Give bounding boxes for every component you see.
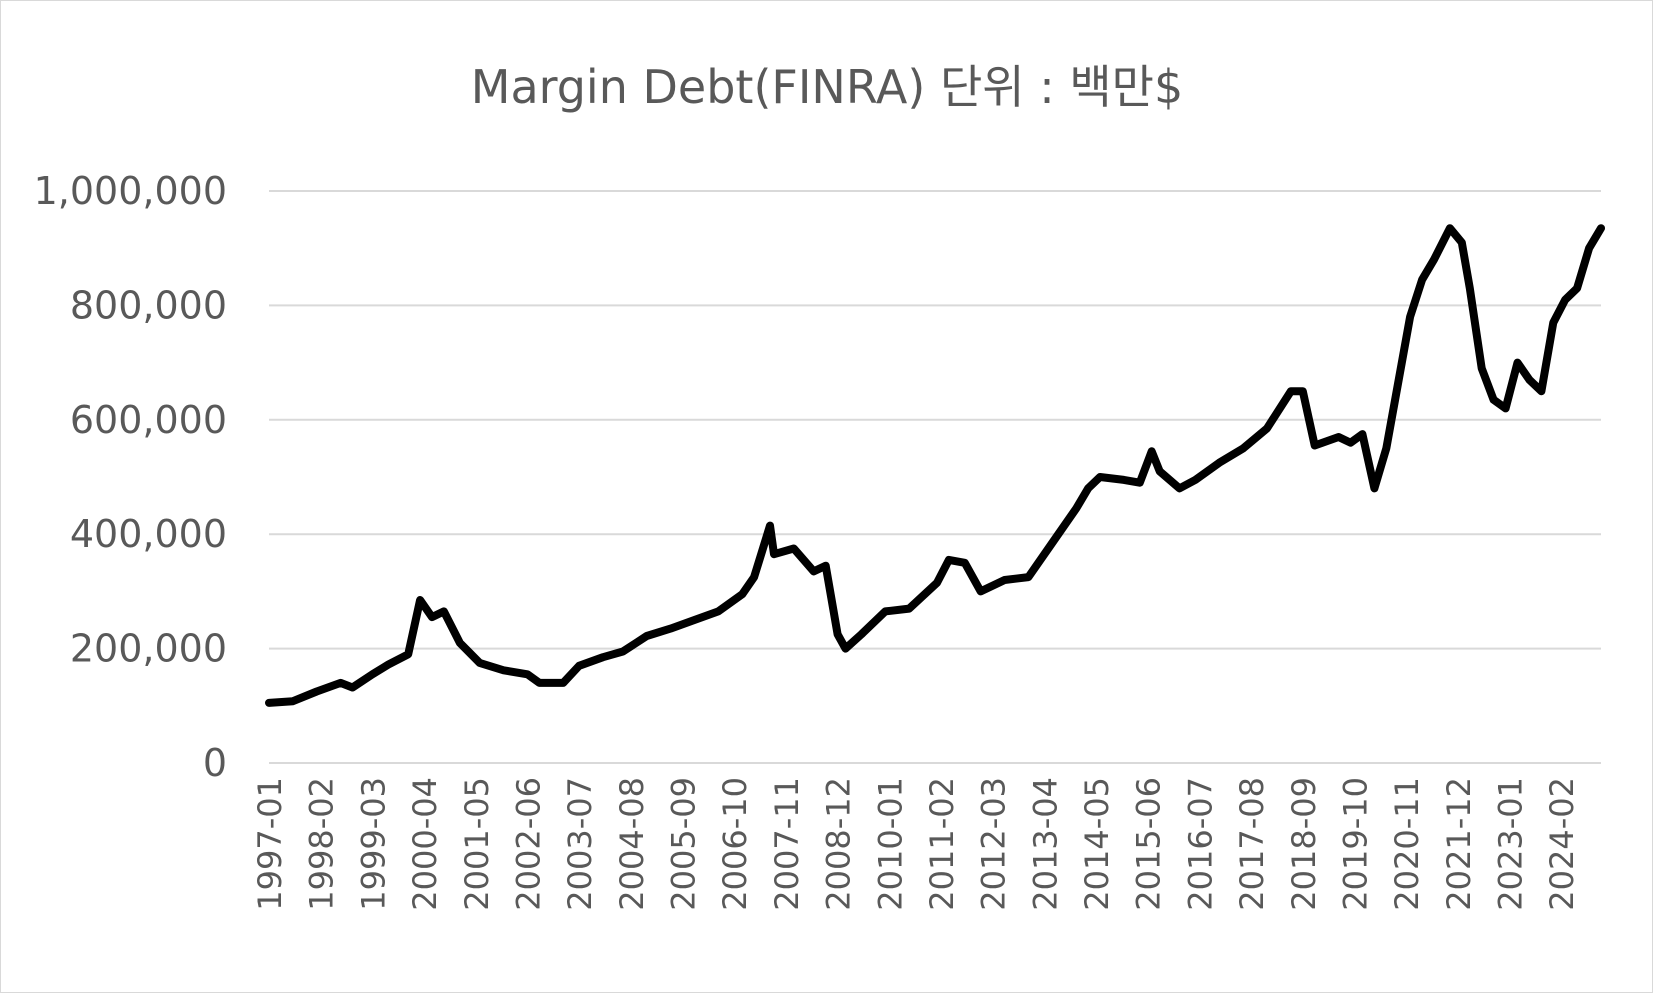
x-tick-label: 2016-07 [1181,777,1219,911]
x-tick-label: 2011-02 [923,777,961,911]
chart-title: Margin Debt(FINRA) 단위 : 백만$ [471,60,1184,114]
x-axis-ticks: 1997-01 1998-02 1999-03 2000-04 2001-05 2002-… [251,777,1581,911]
x-tick-label: 1997-01 [251,777,289,911]
x-tick-label: 2003-07 [561,777,599,911]
x-tick-label: 2013-04 [1026,777,1064,911]
x-tick-label: 2012-03 [975,777,1013,911]
x-tick-label: 2023-01 [1492,777,1530,911]
x-tick-label: 2005-09 [665,777,703,911]
x-tick-label: 1999-03 [354,777,392,911]
x-tick-label: 2015-06 [1130,777,1168,911]
x-tick-label: 1998-02 [303,777,341,911]
x-tick-label: 2014-05 [1078,777,1116,911]
x-tick-label: 2019-10 [1336,777,1374,911]
x-tick-label: 2007-11 [768,777,806,911]
x-tick-label: 2002-06 [509,777,547,911]
x-tick-label: 2021-12 [1440,777,1478,911]
y-tick-label: 1,000,000 [34,169,227,213]
x-tick-label: 2018-09 [1285,777,1323,911]
x-tick-label: 2000-04 [406,777,444,911]
y-tick-label: 0 [203,741,227,785]
x-tick-label: 2008-12 [820,777,858,911]
series-layer [265,224,1605,707]
y-tick-label: 200,000 [70,627,227,671]
y-tick-label: 600,000 [70,398,227,442]
gridlines [269,190,1601,764]
y-tick-label: 400,000 [70,512,227,556]
series-line [265,224,1605,707]
x-tick-label: 2010-01 [871,777,909,911]
x-tick-label: 2004-08 [613,777,651,911]
x-tick-label: 2017-08 [1233,777,1271,911]
x-tick-label: 2020-11 [1388,777,1426,911]
y-axis-ticks: 0 200,000 400,000 600,000 800,000 1,000,000 [34,169,227,785]
y-tick-label: 800,000 [70,283,227,327]
x-tick-label: 2001-05 [458,777,496,911]
x-tick-label: 2024-02 [1543,777,1581,911]
x-tick-label: 2006-10 [716,777,754,911]
